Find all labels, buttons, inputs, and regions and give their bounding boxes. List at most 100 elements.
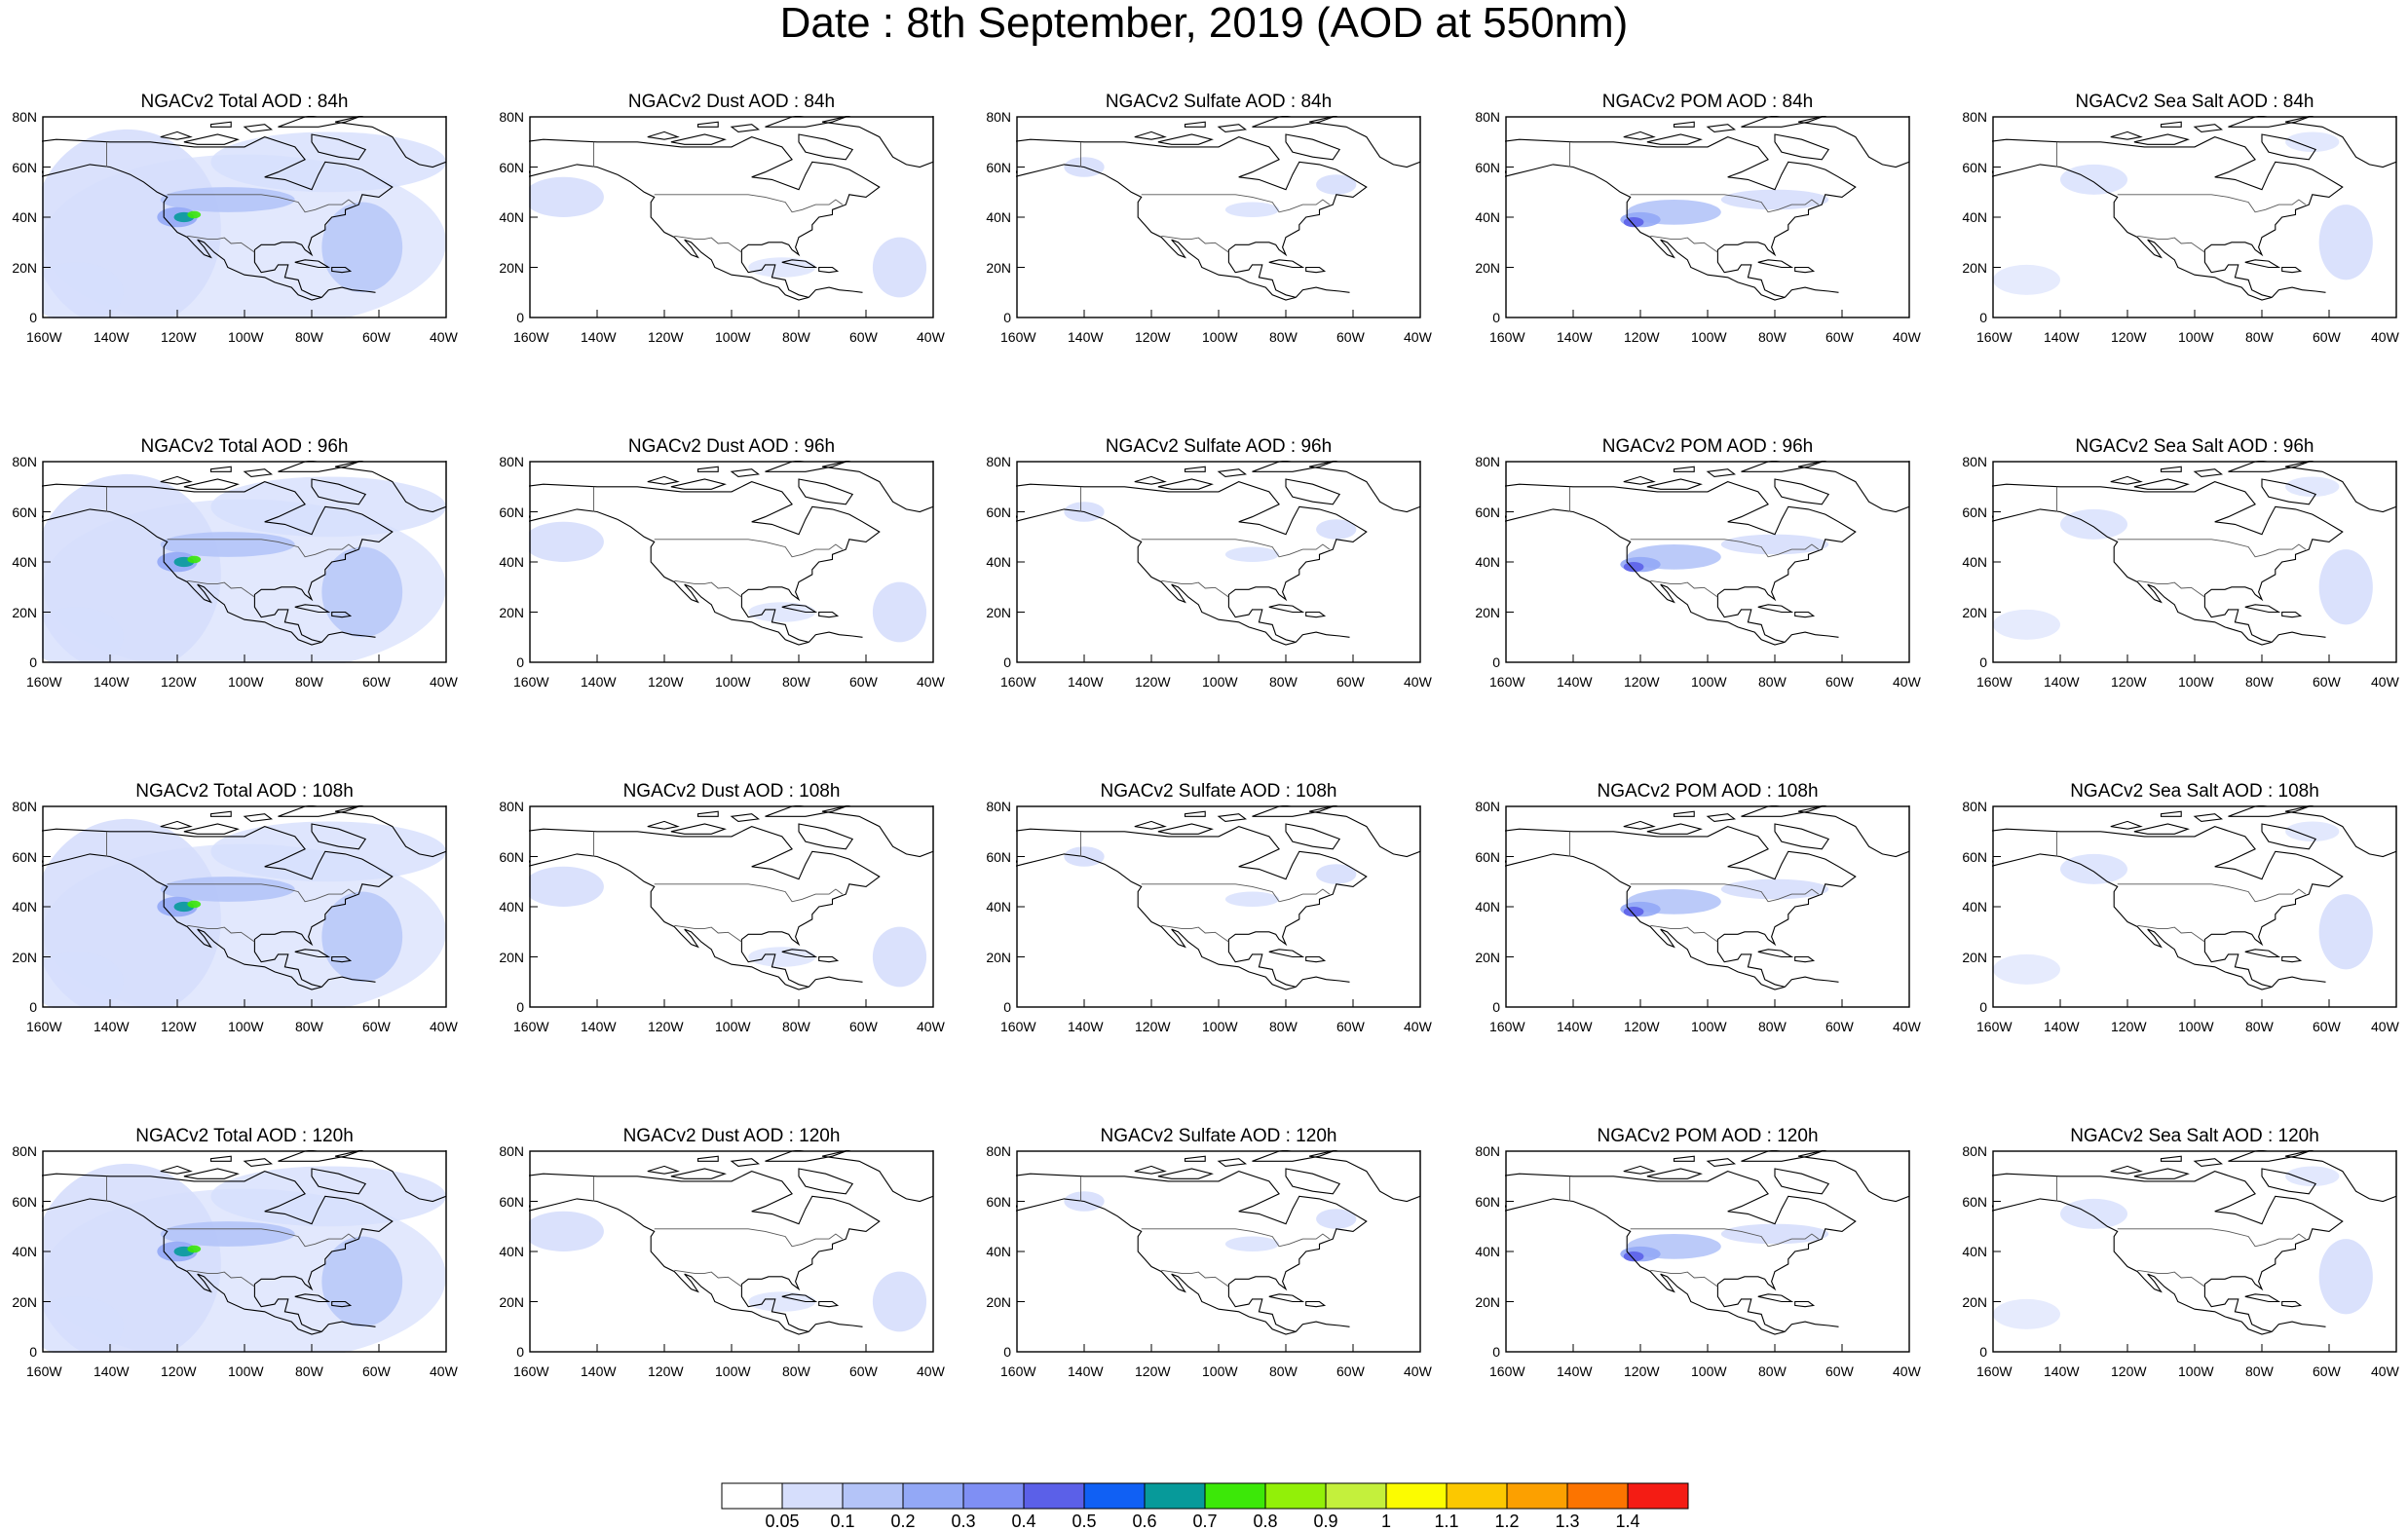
coastline: [781, 259, 818, 269]
map-panel: [1992, 1150, 2397, 1353]
coastline: [1016, 481, 1368, 646]
x-tick-label: 120W: [1624, 1363, 1660, 1379]
colorbar-segment: [1144, 1482, 1206, 1510]
coastline: [2110, 1165, 2143, 1175]
aod-field: [2060, 853, 2127, 884]
x-tick-label: 100W: [228, 1019, 264, 1034]
aod-field: [1993, 264, 2060, 295]
x-tick-label: 40W: [1404, 674, 1432, 690]
coastline: [1673, 121, 1695, 128]
coastline: [331, 611, 353, 618]
y-tick-label: 40N: [1962, 1244, 1987, 1259]
panel-title: NGACv2 Total AOD : 120h: [135, 1126, 354, 1146]
y-tick-label: 80N: [1475, 109, 1500, 125]
coastline: [1774, 823, 1830, 850]
colorbar-label: 0.9: [1313, 1512, 1338, 1531]
aod-field: [1224, 891, 1280, 907]
aod-field: [1623, 1251, 1644, 1262]
coastline: [311, 133, 367, 161]
x-tick-label: 140W: [1557, 1019, 1593, 1034]
x-tick-label: 80W: [1758, 1363, 1787, 1379]
x-tick-label: 120W: [2111, 1019, 2147, 1034]
aod-field: [2060, 508, 2127, 540]
coastline: [1706, 813, 1737, 822]
aod-field: [2285, 131, 2340, 153]
y-tick-label: 20N: [1962, 259, 1987, 276]
aod-field: [187, 210, 202, 219]
y-tick-label: 20N: [499, 259, 524, 276]
country-border: [674, 579, 742, 598]
coastline: [2110, 475, 2143, 485]
x-tick-label: 40W: [430, 1363, 458, 1379]
map-panel: [529, 1150, 934, 1353]
coastline: [781, 1293, 818, 1303]
coastline: [1016, 136, 1368, 301]
country-border: [1650, 1269, 1718, 1288]
coastline: [1706, 1158, 1737, 1167]
y-tick-label: 60N: [499, 1193, 524, 1210]
coastline: [331, 955, 353, 963]
y-tick-label: 40N: [499, 1244, 524, 1259]
x-tick-label: 60W: [1825, 329, 1854, 345]
x-tick-label: 140W: [1068, 329, 1104, 345]
coastline: [294, 604, 331, 614]
x-tick-label: 120W: [2111, 329, 2147, 345]
coastline: [798, 823, 854, 850]
aod-field: [2318, 1239, 2373, 1315]
y-tick-label: 0: [1003, 310, 1011, 325]
coastline: [2193, 468, 2224, 477]
coastline: [1784, 1321, 1839, 1332]
x-tick-label: 40W: [1893, 1363, 1921, 1379]
x-tick-label: 40W: [1404, 329, 1432, 345]
aod-field: [321, 891, 403, 983]
coastline: [1184, 466, 1206, 472]
x-tick-label: 140W: [94, 1019, 130, 1034]
x-tick-label: 120W: [1624, 674, 1660, 690]
coastline: [320, 976, 376, 988]
coastline: [2281, 955, 2303, 963]
x-tick-label: 120W: [648, 674, 684, 690]
coastline: [320, 631, 376, 643]
x-tick-label: 60W: [362, 1363, 391, 1379]
coastline: [1757, 604, 1794, 614]
x-tick-label: 40W: [917, 1019, 945, 1034]
colorbar-segment: [1385, 1482, 1448, 1510]
y-tick-label: 0: [1003, 1344, 1011, 1360]
y-tick-label: 80N: [499, 454, 524, 469]
map-panel: [1016, 805, 1421, 1008]
coastline: [2271, 976, 2326, 988]
coastline: [1157, 1168, 1214, 1179]
x-tick-label: 40W: [1893, 674, 1921, 690]
aod-field: [2318, 894, 2373, 970]
y-tick-label: 60N: [1475, 1193, 1500, 1210]
coastline: [1784, 976, 1839, 988]
coastline: [781, 604, 818, 614]
y-tick-label: 20N: [1475, 259, 1500, 276]
coastline: [1623, 475, 1656, 485]
panel-title: NGACv2 Dust AOD : 96h: [627, 436, 836, 457]
coastline: [209, 1155, 232, 1162]
aod-field: [42, 262, 124, 318]
aod-field: [1623, 562, 1644, 573]
coastline: [1268, 604, 1305, 614]
aod-field: [872, 237, 927, 298]
coastline: [1505, 826, 1857, 990]
coastline: [1217, 1158, 1248, 1167]
coastline: [1295, 286, 1350, 298]
x-tick-label: 100W: [2178, 1363, 2214, 1379]
x-tick-label: 160W: [1976, 1363, 2013, 1379]
coastline: [294, 1293, 331, 1303]
aod-field: [529, 176, 604, 217]
coastline: [1797, 1150, 1910, 1203]
coastline: [1308, 1150, 1421, 1203]
colorbar-segment: [1023, 1482, 1085, 1510]
coastline: [781, 949, 818, 958]
x-tick-label: 100W: [715, 1019, 751, 1034]
coastline: [320, 286, 376, 298]
coastline: [294, 949, 331, 958]
colorbar-segment: [1446, 1482, 1508, 1510]
colorbar-segment: [1204, 1482, 1266, 1510]
coastline: [647, 820, 680, 830]
y-tick-label: 20N: [1475, 604, 1500, 620]
coastline: [1673, 466, 1695, 472]
